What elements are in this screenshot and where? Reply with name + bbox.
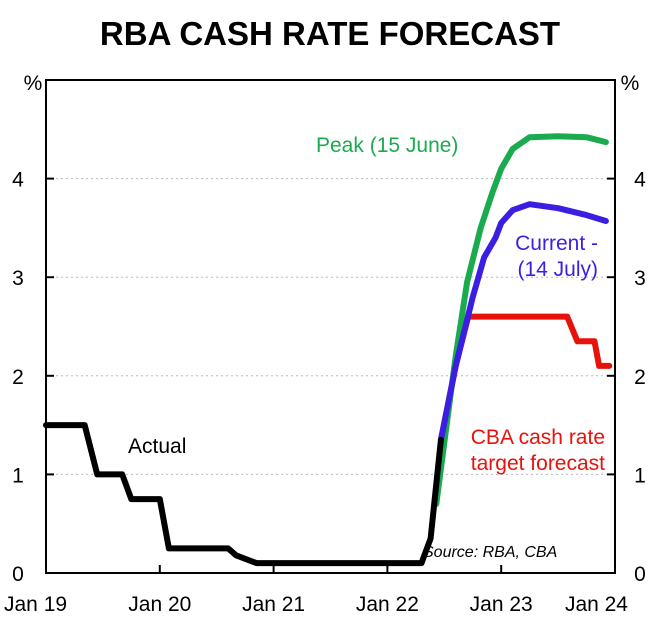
y-tick-label-right: 4 — [634, 169, 646, 192]
series-label: CBA cash rate — [471, 426, 605, 449]
y-tick-label-left: 3 — [12, 267, 24, 290]
x-tick-label: Jan 19 — [4, 593, 67, 616]
x-tick-label: Jan 21 — [242, 593, 305, 616]
y-unit-right: % — [621, 72, 640, 95]
series-label: Actual — [128, 435, 186, 458]
series-lines — [43, 133, 613, 567]
series-label: Current - — [515, 232, 598, 255]
y-tick-label-right: 2 — [634, 366, 646, 389]
series-label: (14 July) — [517, 258, 598, 281]
x-tick-label: Jan 20 — [128, 593, 191, 616]
y-unit-left: % — [24, 72, 43, 95]
x-tick-label: Jan 24 — [565, 593, 628, 616]
y-tick-label-right: 3 — [634, 267, 646, 290]
plot-frame — [45, 79, 616, 574]
axes: 0 0 1 1 2 2 3 3 4 4 Jan 19 Jan 20 Jan 21 Jan 22 Jan 23… — [4, 169, 646, 616]
y-tick-label-right: 0 — [634, 563, 646, 586]
source-note: Source: RBA, CBA — [423, 544, 557, 561]
x-tick-label: Jan 23 — [470, 593, 533, 616]
series-labels: Actual Peak (15 June) Current - (14 July) CB… — [128, 134, 605, 475]
chart-title: RBA CASH RATE FORECAST — [100, 15, 560, 52]
y-tick-label-left: 4 — [12, 169, 24, 192]
y-tick-label-left: 1 — [12, 464, 24, 487]
series-line-current-14-july — [437, 201, 609, 443]
series-line-actual — [43, 422, 444, 567]
series-label: Peak (15 June) — [316, 134, 458, 157]
y-tick-label-left: 2 — [12, 366, 24, 389]
y-tick-label-left: 0 — [12, 563, 24, 586]
x-tick-label: Jan 22 — [356, 593, 419, 616]
y-tick-label-right: 1 — [634, 464, 646, 487]
series-label: target forecast — [471, 452, 605, 475]
